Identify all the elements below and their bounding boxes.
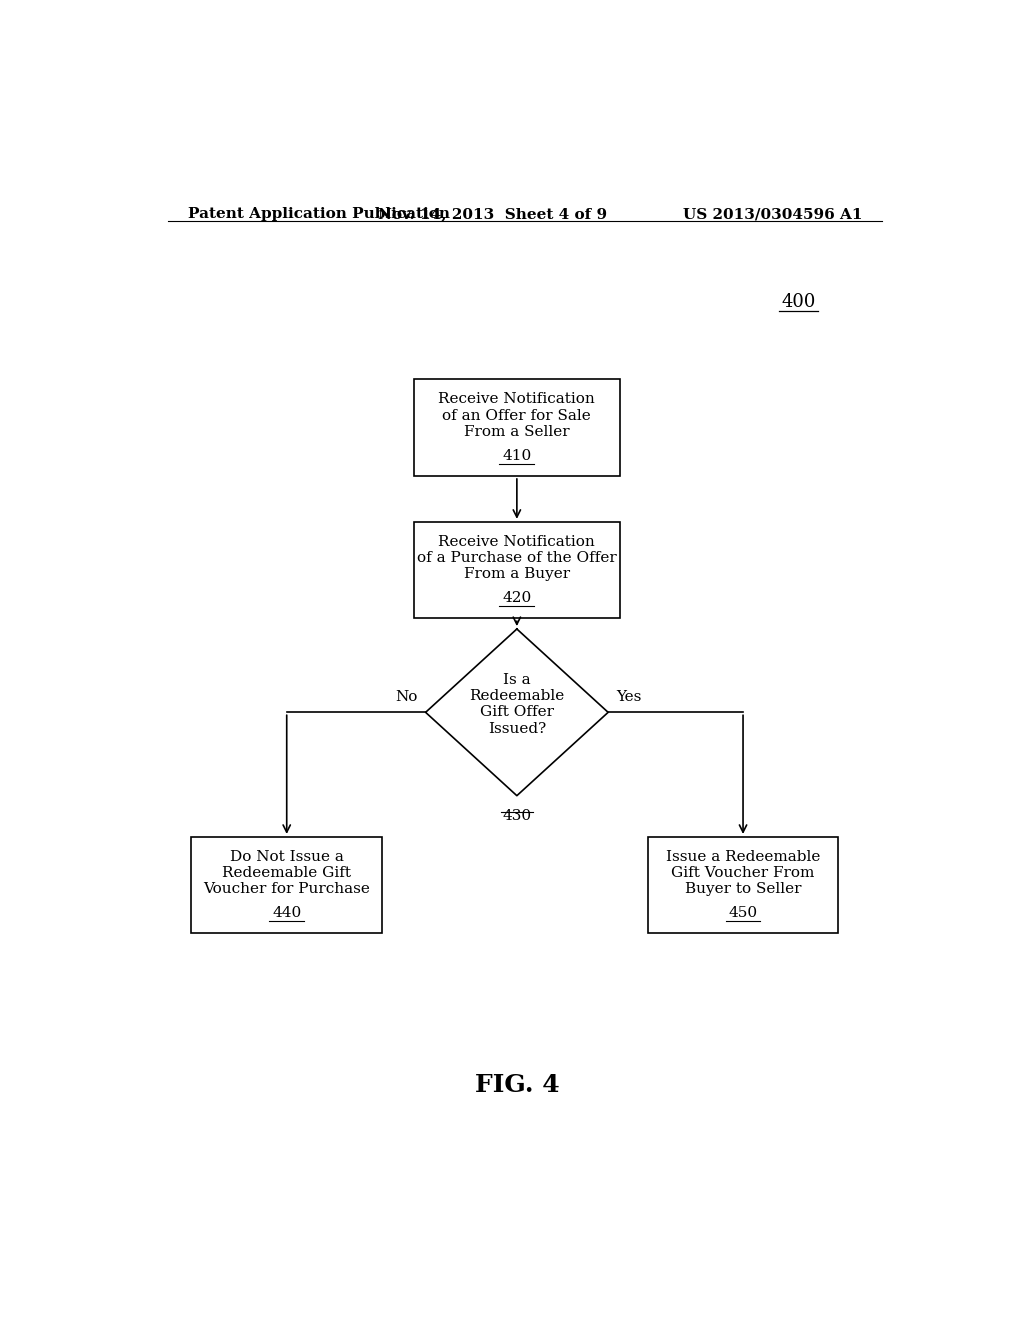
Bar (414, 379, 620, 477)
Text: Nov. 14, 2013  Sheet 4 of 9: Nov. 14, 2013 Sheet 4 of 9 (379, 207, 607, 222)
Text: 420: 420 (502, 591, 531, 605)
Text: 450: 450 (728, 907, 758, 920)
Polygon shape (426, 630, 608, 796)
Bar (648, 837, 839, 933)
Text: Receive Notification
of an Offer for Sale
From a Seller: Receive Notification of an Offer for Sal… (438, 392, 595, 438)
Bar (414, 521, 620, 618)
Text: Yes: Yes (616, 690, 641, 704)
Text: Receive Notification
of a Purchase of the Offer
From a Buyer: Receive Notification of a Purchase of th… (417, 535, 616, 581)
Text: FIG. 4: FIG. 4 (474, 1073, 559, 1097)
Text: US 2013/0304596 A1: US 2013/0304596 A1 (683, 207, 862, 222)
Text: Patent Application Publication: Patent Application Publication (187, 207, 450, 222)
Text: 400: 400 (781, 293, 816, 310)
Text: 440: 440 (272, 907, 301, 920)
Text: Issue a Redeemable
Gift Voucher From
Buyer to Seller: Issue a Redeemable Gift Voucher From Buy… (666, 850, 820, 896)
Text: 410: 410 (502, 449, 531, 463)
Text: Do Not Issue a
Redeemable Gift
Voucher for Purchase: Do Not Issue a Redeemable Gift Voucher f… (204, 850, 370, 896)
Bar (191, 837, 382, 933)
Text: Is a
Redeemable
Gift Offer
Issued?: Is a Redeemable Gift Offer Issued? (469, 673, 564, 735)
Text: 430: 430 (503, 809, 531, 822)
Text: No: No (395, 690, 418, 704)
